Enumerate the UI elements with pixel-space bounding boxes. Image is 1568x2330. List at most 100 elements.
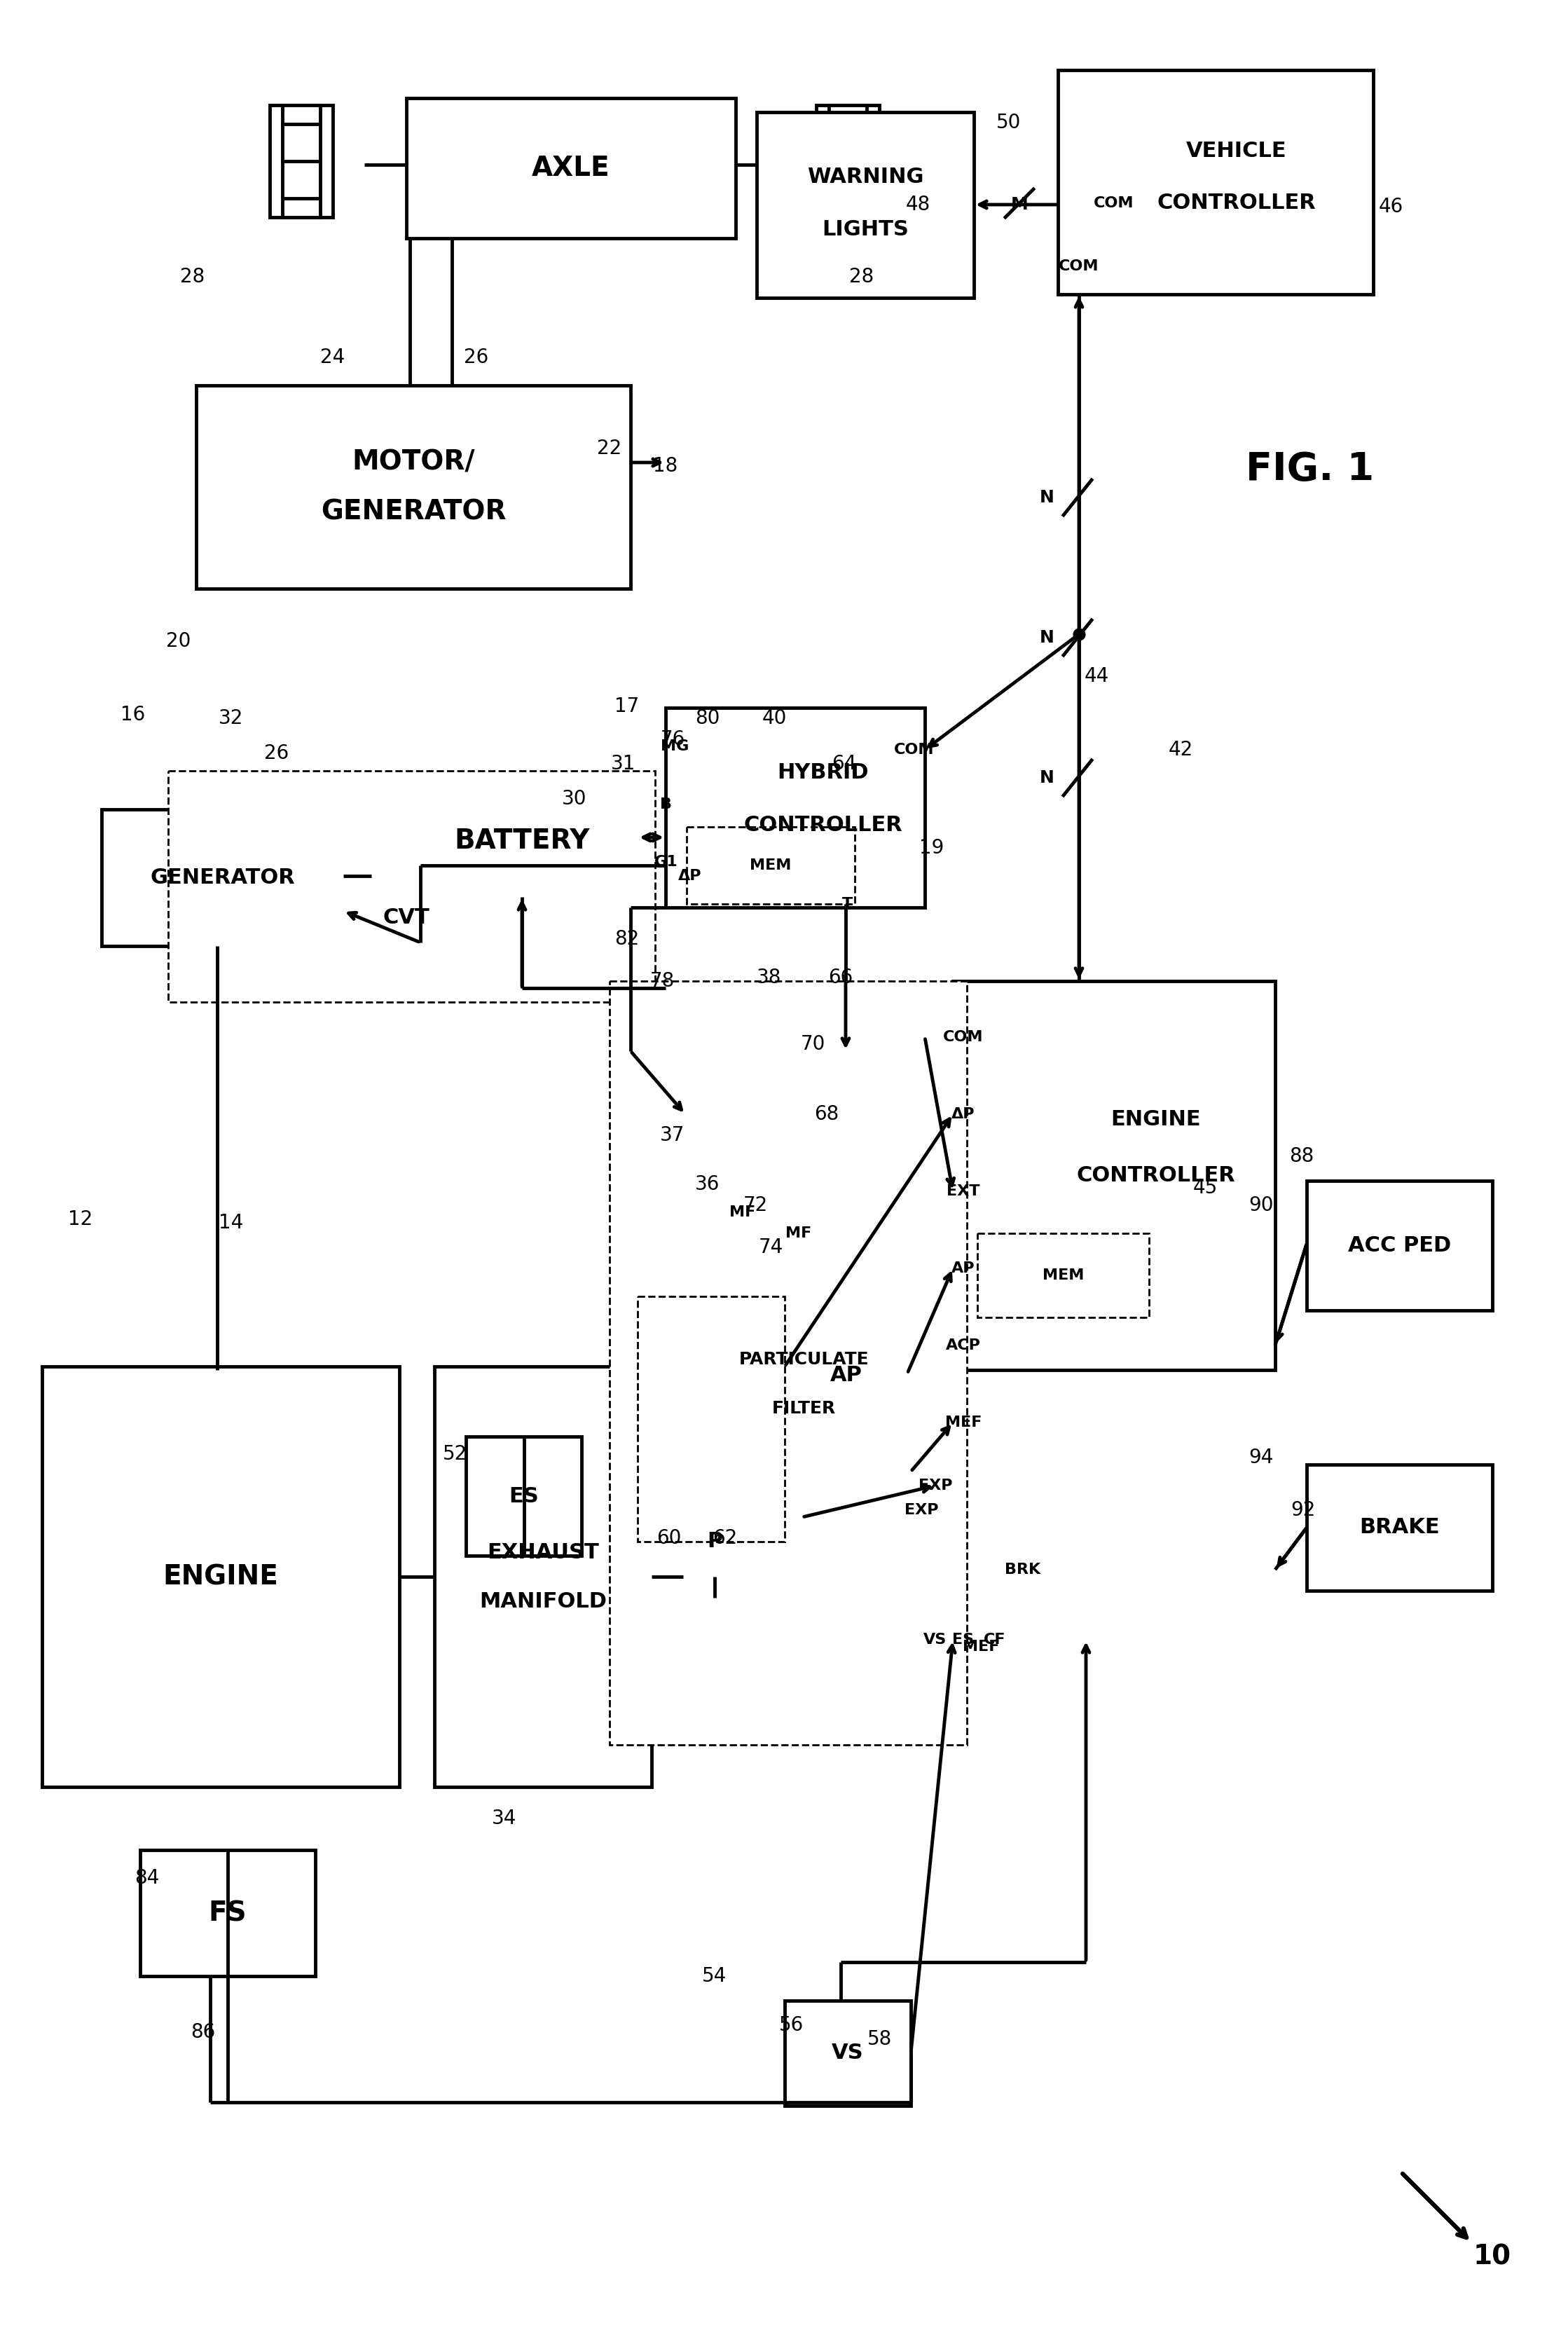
Text: 58: 58 (867, 2029, 892, 2048)
Text: COM: COM (1058, 259, 1099, 273)
Text: 24: 24 (320, 347, 345, 368)
Text: VEHICLE: VEHICLE (1187, 140, 1287, 161)
Text: COM: COM (894, 743, 935, 757)
Text: 84: 84 (135, 1869, 160, 1887)
Text: 56: 56 (779, 2015, 804, 2034)
Text: 30: 30 (561, 790, 586, 809)
Text: VS: VS (831, 2043, 864, 2064)
Text: MEM: MEM (1043, 1268, 1083, 1282)
Text: EXP: EXP (905, 1503, 938, 1517)
Text: 92: 92 (1290, 1501, 1316, 1519)
Text: MF: MF (729, 1205, 756, 1219)
Text: N: N (1040, 769, 1054, 785)
Text: 17: 17 (615, 697, 640, 715)
Text: 48: 48 (905, 196, 930, 214)
Text: 26: 26 (265, 743, 289, 764)
Bar (784, 1321, 908, 1431)
Text: 68: 68 (814, 1104, 839, 1123)
Text: 26: 26 (464, 347, 489, 368)
Text: 45: 45 (1193, 1179, 1217, 1198)
Text: 64: 64 (833, 755, 856, 774)
Bar (784, 2001, 911, 2106)
Text: 38: 38 (757, 967, 782, 988)
Text: MG: MG (660, 739, 688, 753)
Text: 86: 86 (191, 2022, 215, 2041)
Text: 34: 34 (492, 1808, 517, 1829)
Text: MEF: MEF (946, 1417, 982, 1431)
Text: 28: 28 (850, 268, 873, 287)
Text: GENERATOR: GENERATOR (151, 867, 295, 888)
Text: MANIFOLD: MANIFOLD (480, 1591, 607, 1612)
Bar (953, 981, 1275, 1370)
Text: CVT: CVT (383, 909, 430, 927)
Text: 44: 44 (1083, 666, 1109, 685)
Text: HYBRID: HYBRID (778, 762, 869, 783)
Text: N: N (1040, 629, 1054, 645)
Text: ES: ES (508, 1487, 539, 1505)
Text: 20: 20 (166, 631, 191, 650)
Text: CONTROLLER: CONTROLLER (743, 816, 903, 834)
Text: 28: 28 (180, 268, 205, 287)
Text: 42: 42 (1168, 741, 1193, 760)
Text: CF: CF (983, 1633, 1007, 1647)
Bar (817, 105, 880, 217)
Text: CONTROLLER: CONTROLLER (1077, 1165, 1236, 1186)
Text: 70: 70 (800, 1035, 825, 1053)
Text: 12: 12 (69, 1209, 93, 1230)
Bar (665, 708, 925, 906)
Text: 22: 22 (597, 438, 622, 459)
Bar (282, 105, 320, 217)
Bar (687, 827, 855, 904)
Text: 14: 14 (220, 1214, 243, 1233)
Text: N: N (1040, 489, 1054, 506)
Bar (102, 809, 343, 946)
Bar (466, 1438, 582, 1556)
Bar (1306, 1466, 1493, 1591)
Text: 46: 46 (1378, 198, 1403, 217)
Text: FS: FS (209, 1899, 246, 1927)
Text: 54: 54 (702, 1967, 728, 1985)
Bar (196, 384, 630, 589)
Text: 40: 40 (762, 708, 787, 727)
Text: 80: 80 (695, 708, 720, 727)
Text: LIGHTS: LIGHTS (822, 219, 909, 240)
Text: MEF: MEF (963, 1640, 999, 1654)
Text: MEM: MEM (750, 857, 792, 871)
Text: EXT: EXT (947, 1184, 980, 1198)
Text: AXLE: AXLE (532, 154, 610, 182)
Bar (270, 105, 332, 217)
Text: 16: 16 (121, 706, 146, 725)
Text: G1: G1 (654, 855, 677, 869)
Text: FILTER: FILTER (771, 1400, 836, 1417)
Bar (434, 1365, 652, 1787)
Text: 62: 62 (713, 1528, 737, 1547)
Text: 60: 60 (657, 1528, 682, 1547)
Text: MF: MF (786, 1226, 812, 1240)
Bar (673, 1487, 757, 1598)
Text: MOTOR/: MOTOR/ (351, 450, 475, 475)
Text: ACC PED: ACC PED (1348, 1235, 1450, 1256)
Text: 74: 74 (759, 1237, 782, 1258)
Bar (1058, 70, 1374, 294)
Text: T: T (842, 897, 853, 911)
Text: 76: 76 (660, 729, 685, 750)
Text: ES: ES (952, 1633, 974, 1647)
Text: 66: 66 (828, 967, 853, 988)
Text: ENGINE: ENGINE (163, 1563, 279, 1589)
Bar (406, 98, 735, 238)
Text: EXP: EXP (919, 1480, 952, 1494)
Text: 90: 90 (1248, 1195, 1273, 1216)
Text: PARTICULATE: PARTICULATE (739, 1351, 869, 1368)
Text: 78: 78 (649, 972, 674, 990)
Text: COM: COM (1094, 196, 1134, 210)
Text: 52: 52 (444, 1445, 467, 1463)
Text: 94: 94 (1248, 1447, 1273, 1468)
Text: M: M (1011, 196, 1029, 212)
Text: AP: AP (829, 1365, 862, 1386)
Text: 31: 31 (612, 755, 637, 774)
Bar (406, 785, 638, 897)
Bar (140, 1850, 315, 1976)
Text: 32: 32 (220, 708, 243, 727)
Text: 36: 36 (695, 1174, 720, 1193)
Text: 10: 10 (1474, 2244, 1512, 2269)
